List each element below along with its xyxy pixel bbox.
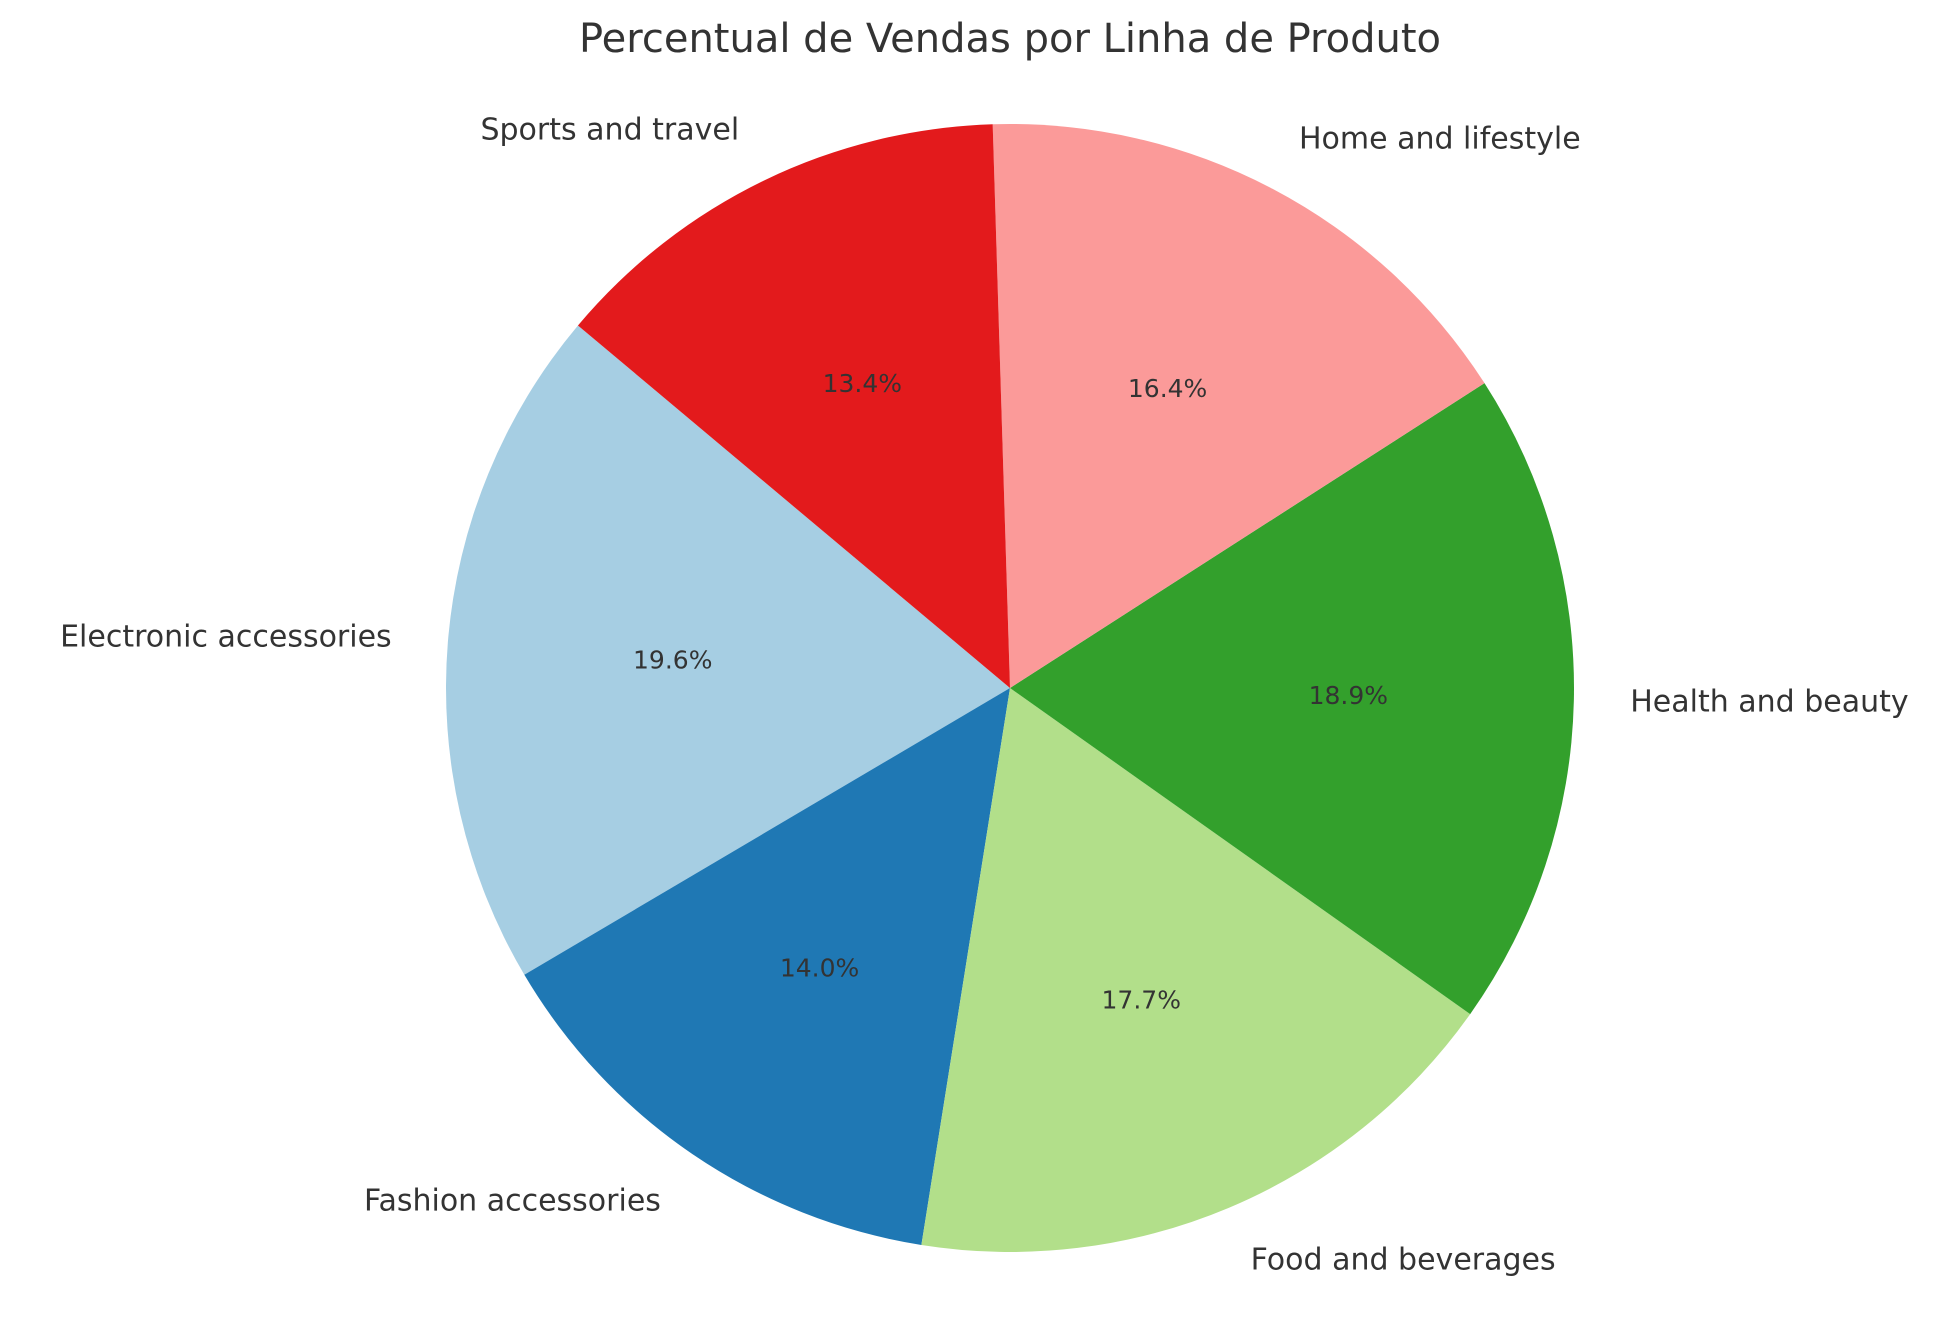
pie-slice-sports-and-travel — [577, 124, 1010, 689]
slice-percent-sports-and-travel: 13.4% — [823, 369, 902, 398]
pie-labels: Electronic accessories 19.6% Fashion acces… — [60, 112, 1909, 1277]
slice-label-electronic-accessories: Electronic accessories — [60, 619, 392, 654]
slice-percent-health-and-beauty: 18.9% — [1309, 681, 1388, 710]
pie-slice-fashion-accessories — [524, 688, 1010, 1245]
pie-slice-health-and-beauty — [1010, 383, 1575, 1015]
pie-slice-home-and-lifestyle — [992, 124, 1485, 689]
slice-percent-food-and-beverages: 17.7% — [1102, 985, 1181, 1014]
slice-label-home-and-lifestyle: Home and lifestyle — [1299, 122, 1581, 157]
pie-slices — [446, 124, 1575, 1252]
slice-label-food-and-beverages: Food and beverages — [1251, 1242, 1556, 1277]
slice-label-sports-and-travel: Sports and travel — [480, 112, 739, 147]
slice-percent-home-and-lifestyle: 16.4% — [1128, 374, 1207, 403]
slice-label-fashion-accessories: Fashion accessories — [364, 1183, 661, 1218]
chart-title: Percentual de Vendas por Linha de Produt… — [579, 16, 1441, 62]
slice-label-health-and-beauty: Health and beauty — [1630, 685, 1908, 720]
slice-percent-fashion-accessories: 14.0% — [780, 953, 859, 982]
pie-slice-food-and-beverages — [921, 688, 1471, 1252]
slice-percent-electronic-accessories: 19.6% — [633, 646, 712, 675]
pie-slice-electronic-accessories — [446, 325, 1010, 975]
